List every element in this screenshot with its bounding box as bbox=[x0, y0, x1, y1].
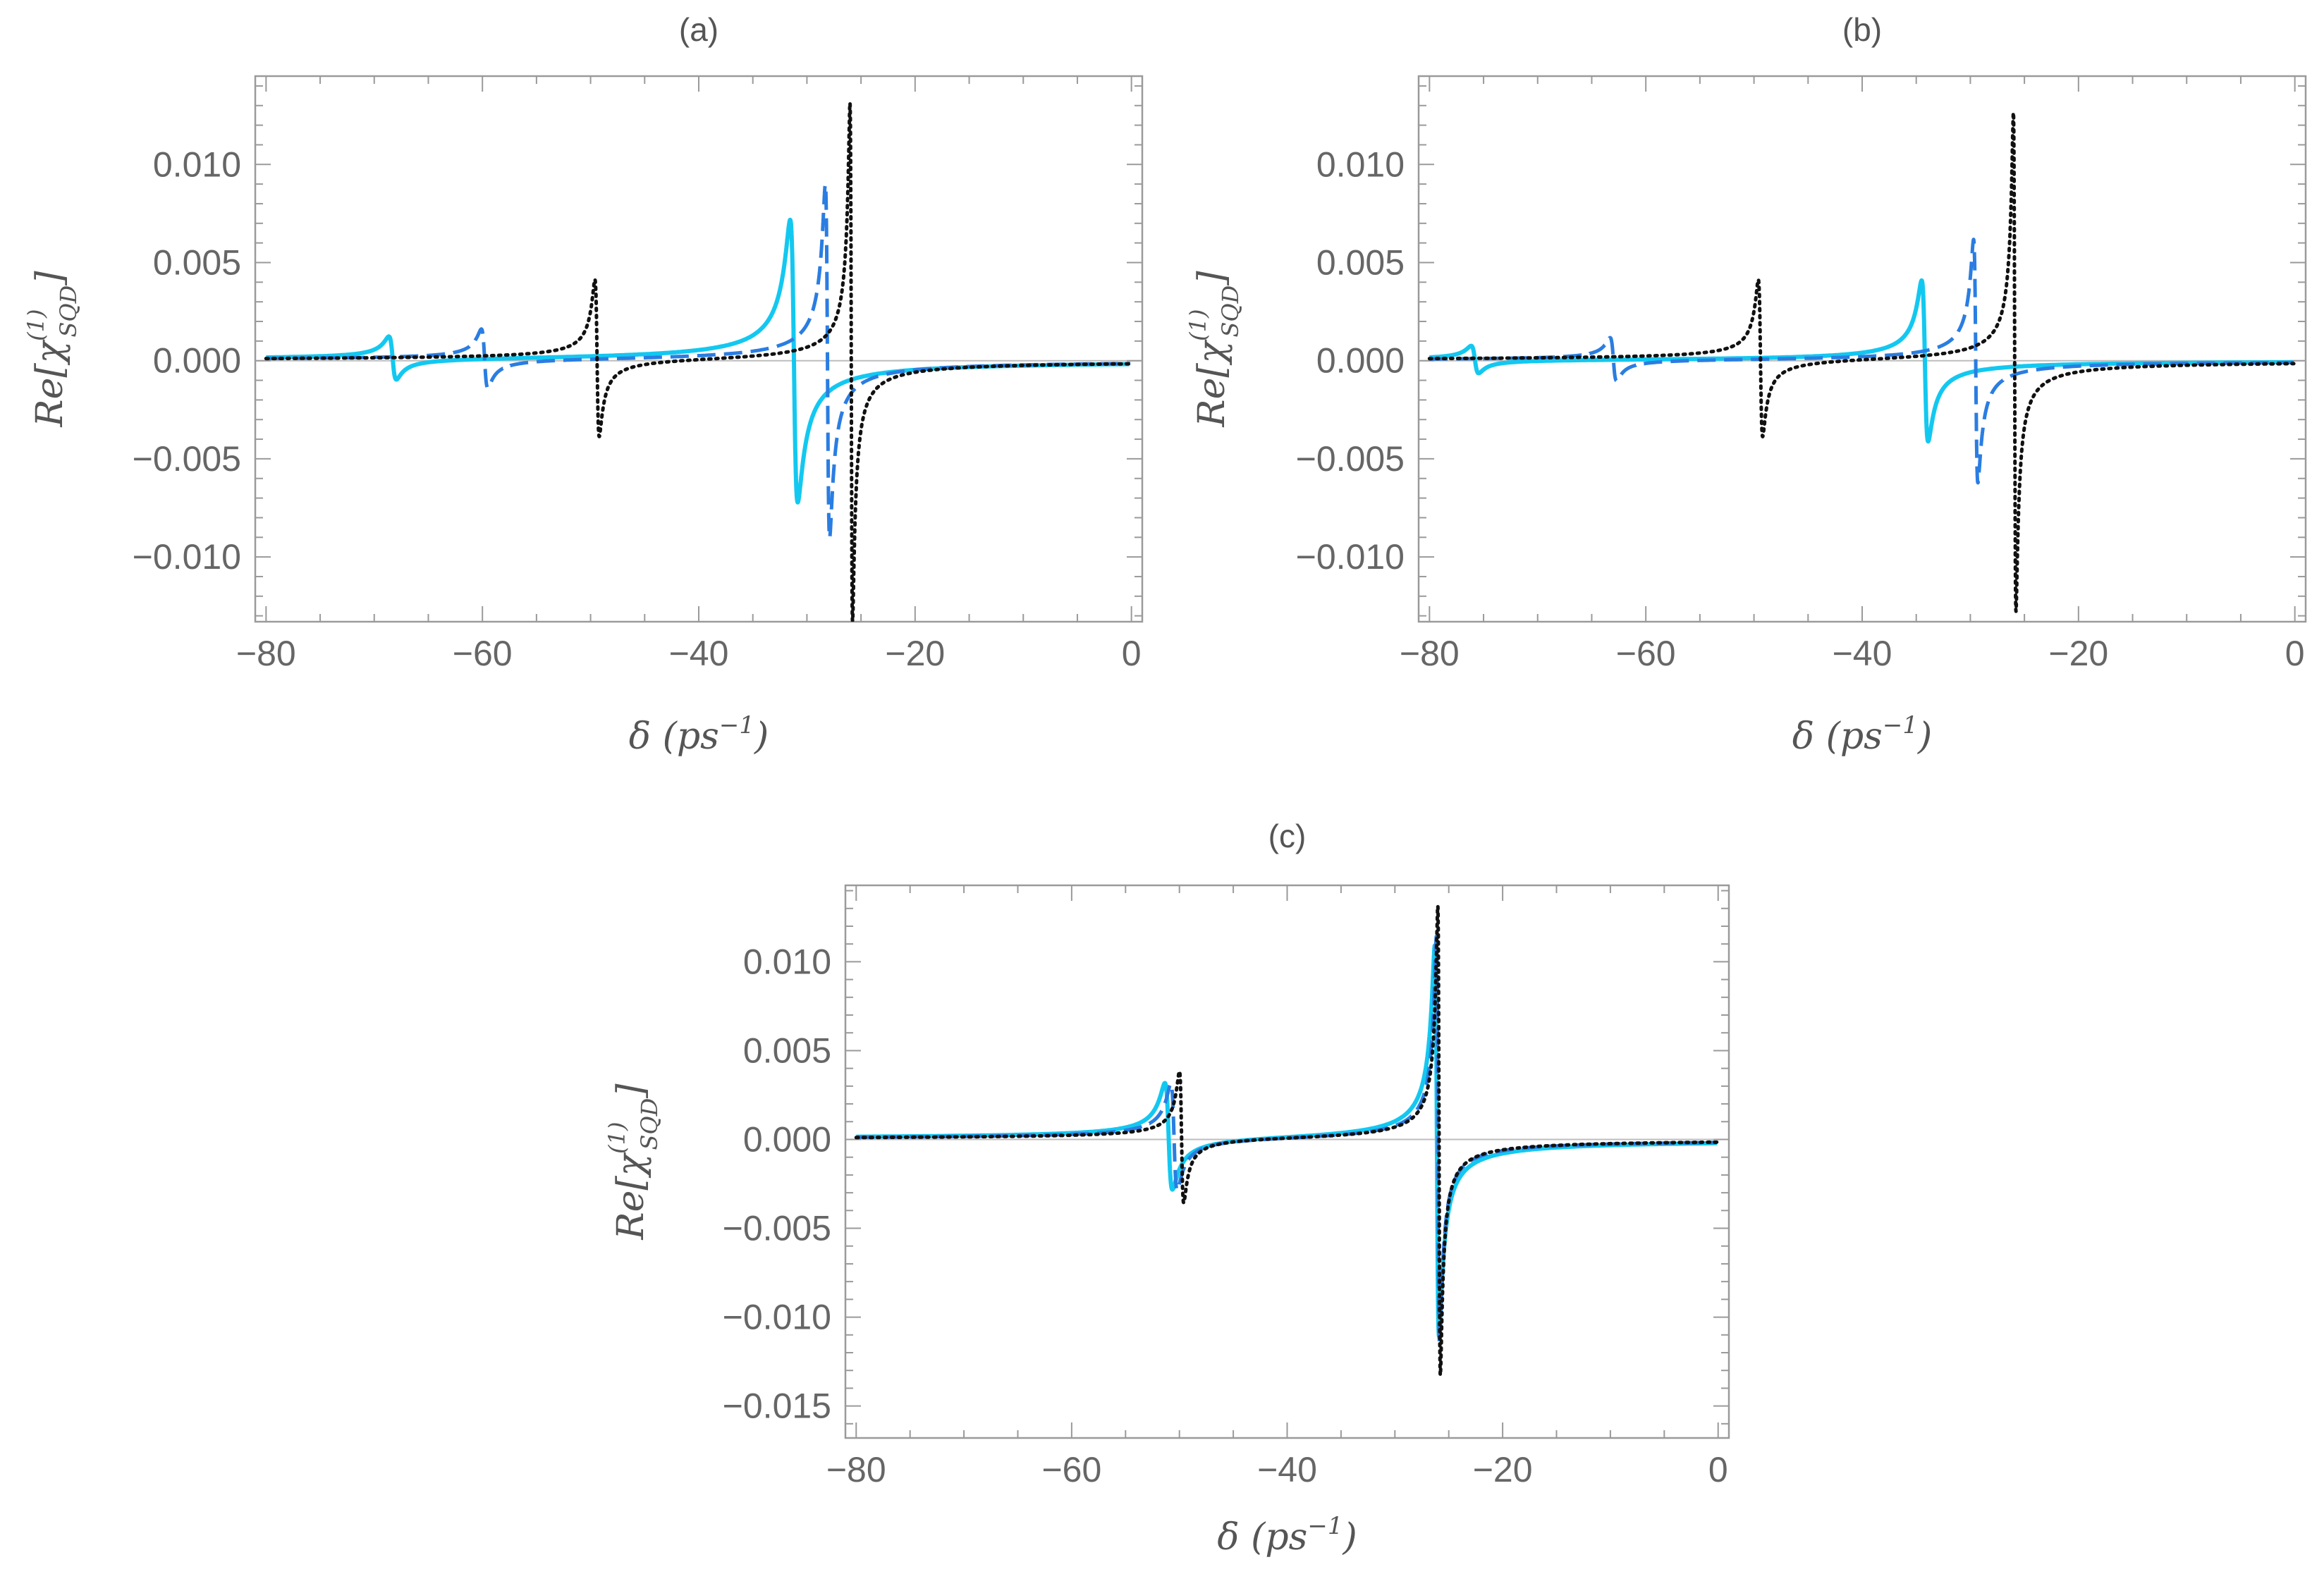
chart-b-xlabel: δ (ps−1) bbox=[1792, 711, 1933, 758]
chart-a-ylabel-close: ] bbox=[29, 271, 71, 286]
chart-c-ylabel-text: Re[χ(1) SQD] bbox=[604, 1083, 663, 1241]
chart-c-series-solid-cyan bbox=[856, 943, 1718, 1339]
chart-b-frame bbox=[1417, 75, 2307, 623]
chart-b-ytick-label: 0.010 bbox=[1316, 145, 1405, 184]
chart-b-title: (b) bbox=[1842, 11, 1882, 48]
chart-b-ylabel-text: Re[χ(1) SQD] bbox=[1185, 271, 1244, 428]
chart-c-ytick-label: −0.015 bbox=[723, 1387, 831, 1426]
chart-a-ytick-label: 0.000 bbox=[153, 341, 241, 381]
chart-c-xtick-label: −60 bbox=[1041, 1450, 1101, 1489]
chart-a-ylabel-sup: (1) bbox=[23, 309, 49, 341]
chart-a-title: (a) bbox=[679, 11, 718, 48]
chart-a-xtick-label: −40 bbox=[669, 634, 729, 673]
chart-b-xtick-label: −60 bbox=[1616, 634, 1676, 673]
chart-c-xlabel: δ (ps−1) bbox=[1217, 1512, 1357, 1559]
chart-a-xlabel-close: ) bbox=[754, 715, 769, 758]
chart-a-ylabel-sub: SQD bbox=[55, 285, 82, 338]
chart-panel-a: (a) −80 −60 −40 −20 0 −0.010 −0.005 0.000 0.005 0.… bbox=[0, 0, 1162, 775]
chart-c-ytick-label: −0.005 bbox=[723, 1209, 831, 1248]
chart-c-series-dashed-blue bbox=[856, 934, 1716, 1347]
chart-b-ylabel: Re[χ(1) SQD] bbox=[1185, 271, 1244, 428]
chart-b-svg: (b) −80 −60 −40 −20 0 −0.010 −0.005 0.000 0.005 0.… bbox=[1185, 11, 2307, 758]
chart-a-series-solid-cyan bbox=[266, 217, 1130, 505]
chart-a-xtick-label: −60 bbox=[453, 634, 513, 673]
chart-a-series-dotted-black bbox=[264, 101, 1132, 622]
chart-c-ylabel-sup: (1) bbox=[604, 1122, 630, 1154]
chart-b-ytick-label: 0.000 bbox=[1316, 341, 1405, 381]
chart-b-xtick-label: −80 bbox=[1400, 634, 1460, 673]
chart-b-ylabel-sup: (1) bbox=[1185, 309, 1211, 341]
chart-c-series-dotted-black bbox=[854, 904, 1719, 1377]
chart-b-series-dotted-black bbox=[1427, 111, 2296, 613]
chart-c-xlabel-exp: −1 bbox=[1307, 1512, 1343, 1540]
chart-c-svg: (c) −80 −60 −40 −20 0 −0.015 −0.010 −0.005 0.000 0… bbox=[604, 818, 1730, 1559]
chart-b-ylabel-close: ] bbox=[1191, 271, 1233, 286]
chart-b-ytick-label: −0.010 bbox=[1296, 537, 1405, 577]
chart-b-xtick-label: −40 bbox=[1833, 634, 1892, 673]
chart-a-ylabel-text: Re[χ(1) SQD] bbox=[23, 271, 82, 428]
chart-a-xlabel: δ (ps−1) bbox=[629, 711, 769, 758]
chart-b-ylabel-sub: SQD bbox=[1217, 285, 1244, 338]
chart-c-ylabel: Re[χ(1) SQD] bbox=[604, 1083, 663, 1241]
chart-a-ytick-label: −0.005 bbox=[133, 439, 241, 479]
chart-c-xtick-label: −20 bbox=[1473, 1450, 1533, 1489]
chart-a-svg: (a) −80 −60 −40 −20 0 −0.010 −0.005 0.000 0.005 0.… bbox=[23, 11, 1144, 758]
chart-a-xtick-label: −80 bbox=[236, 634, 296, 673]
chart-a-series-dashed-blue bbox=[266, 183, 1131, 540]
chart-a-xtick-label: −20 bbox=[885, 634, 945, 673]
chart-c-xtick-label: −80 bbox=[826, 1450, 886, 1489]
chart-c-xlabel-close: ) bbox=[1342, 1516, 1357, 1559]
chart-a-xtick-label: 0 bbox=[1122, 634, 1142, 673]
chart-c-ylabel-sub: SQD bbox=[636, 1098, 663, 1150]
chart-b-ytick-label: −0.005 bbox=[1296, 439, 1405, 479]
chart-c-ytick-label: 0.000 bbox=[743, 1119, 831, 1159]
chart-b-xtick-label: −20 bbox=[2048, 634, 2108, 673]
chart-c-ytick-label: 0.010 bbox=[743, 942, 831, 981]
chart-a-ylabel: Re[χ(1) SQD] bbox=[23, 271, 82, 428]
chart-b-xlabel-close: ) bbox=[1917, 715, 1932, 758]
chart-c-title: (c) bbox=[1268, 818, 1307, 854]
chart-panel-c: (c) −80 −60 −40 −20 0 −0.015 −0.010 −0.005 0.000 0… bbox=[581, 804, 1743, 1586]
chart-b-xtick-label: 0 bbox=[2285, 634, 2305, 673]
chart-b-series-dashed-blue bbox=[1429, 238, 2294, 485]
chart-a-ytick-label: 0.005 bbox=[153, 242, 241, 282]
chart-c-ylabel-close: ] bbox=[610, 1083, 652, 1099]
chart-panel-b: (b) −80 −60 −40 −20 0 −0.010 −0.005 0.000 0.005 0.… bbox=[1162, 0, 2324, 775]
chart-c-ytick-label: −0.010 bbox=[723, 1298, 831, 1337]
chart-c-frame bbox=[844, 884, 1730, 1439]
chart-a-ytick-label: 0.010 bbox=[153, 145, 241, 184]
chart-b-xlabel-exp: −1 bbox=[1883, 711, 1918, 739]
chart-b-ytick-label: 0.005 bbox=[1316, 242, 1405, 282]
chart-a-xlabel-exp: −1 bbox=[719, 711, 754, 739]
chart-b-series-solid-cyan bbox=[1429, 278, 2293, 444]
chart-a-ytick-label: −0.010 bbox=[133, 537, 241, 577]
chart-c-xtick-label: 0 bbox=[1708, 1450, 1728, 1489]
chart-c-ytick-label: 0.005 bbox=[743, 1031, 831, 1070]
chart-c-xtick-label: −40 bbox=[1257, 1450, 1317, 1489]
